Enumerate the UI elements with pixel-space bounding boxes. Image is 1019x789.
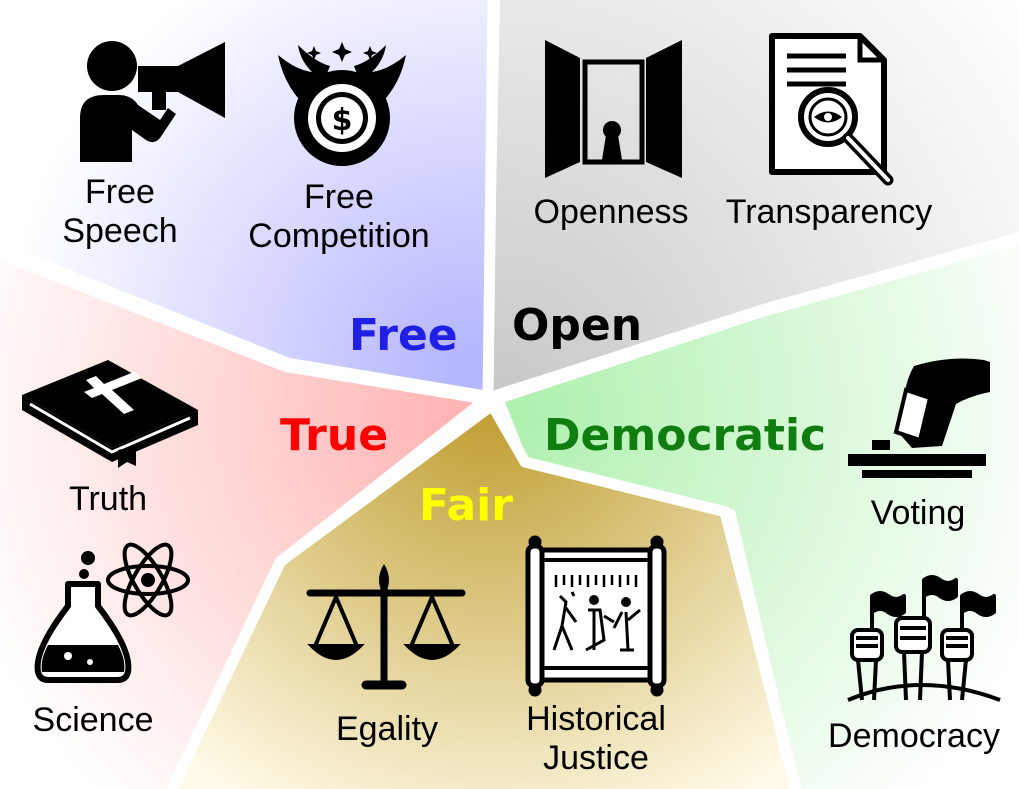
open-door-icon <box>545 40 682 178</box>
winged-coin-icon: $ <box>278 42 406 166</box>
fair-section <box>178 410 790 789</box>
voting-label: Voting <box>870 494 966 532</box>
ballot-box-icon <box>848 358 990 478</box>
open-title: Open <box>512 300 643 351</box>
svg-text:$: $ <box>332 103 353 138</box>
flask-atom-icon <box>34 542 190 683</box>
truth-label: Truth <box>68 480 148 518</box>
egality-label: Egality <box>335 710 439 748</box>
true-title: True <box>280 410 389 461</box>
open-section <box>492 0 1019 392</box>
scales-icon <box>306 564 466 690</box>
fair-title: Fair <box>419 480 513 531</box>
megaphone-person-icon <box>80 41 225 162</box>
free-competition-label: Free Competition <box>248 178 430 256</box>
democracy-label: Democracy <box>828 717 1000 755</box>
free-title: Free <box>349 310 458 361</box>
free-speech-label: Free Speech <box>62 173 178 251</box>
document-magnifier-icon <box>769 33 894 186</box>
openness-label: Openness <box>533 193 689 231</box>
democratic-section <box>505 245 1019 789</box>
historical-justice-label: Historical Justice <box>526 700 666 778</box>
bible-icon <box>22 360 198 468</box>
science-label: Science <box>32 701 154 739</box>
democratic-title: Democratic <box>544 410 827 461</box>
raised-fists-icon <box>847 575 1001 702</box>
transparency-label: Transparency <box>725 193 933 231</box>
scroll-icon <box>525 535 667 697</box>
